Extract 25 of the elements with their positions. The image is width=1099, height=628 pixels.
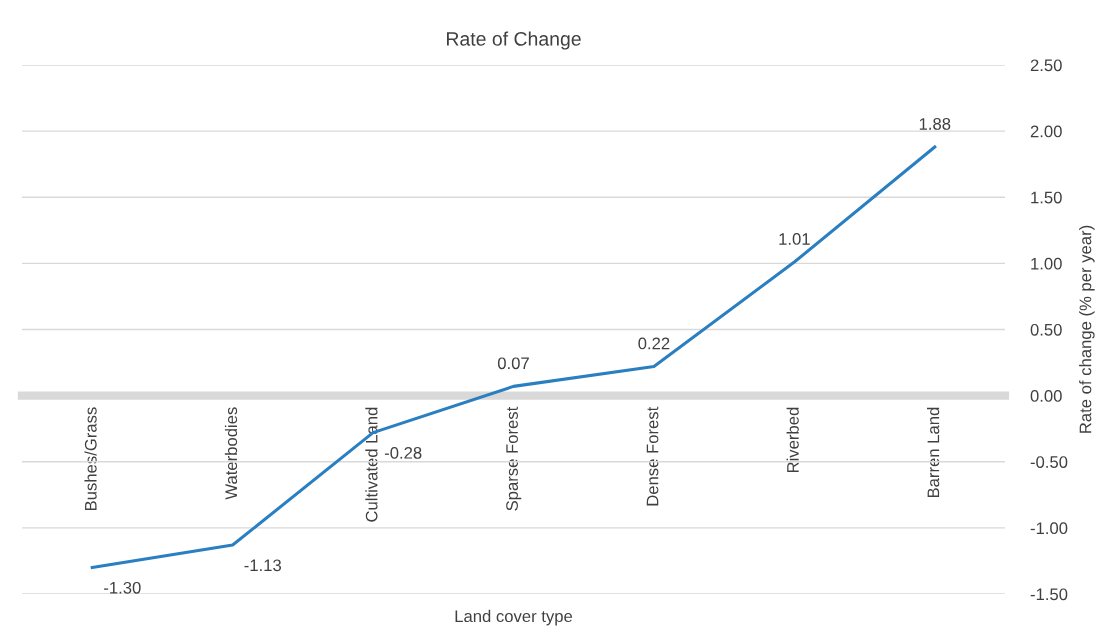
y-tick-label: -1.00: [1030, 522, 1068, 535]
y-tick-label: -0.50: [1030, 456, 1068, 468]
x-tick-label: Dense Forest: [646, 406, 659, 506]
x-axis-title: Land cover type: [455, 609, 573, 626]
text: 0.22: [638, 337, 670, 350]
x-tick-label: Barren Land: [927, 407, 940, 498]
x-tick-label: Waterbodies: [224, 407, 238, 500]
chart-title: Rate of Change: [447, 31, 581, 50]
x-tick-label: Bushes/Grass: [84, 407, 97, 511]
text: 1.01: [779, 233, 810, 245]
y-tick-label: 0.50: [1030, 323, 1062, 336]
text: -1.13: [244, 559, 282, 572]
x-tick-label: Riverbed: [786, 407, 799, 473]
text: 0.07: [497, 357, 529, 370]
x-tick-label: Sparse Forest: [506, 406, 522, 511]
y-tick-label: 2.50: [1030, 59, 1062, 72]
y-tick-label: 2.00: [1030, 125, 1062, 138]
text: 1.88: [919, 118, 951, 130]
y-axis-title: Rate of change (% per year): [1079, 225, 1095, 433]
text: -1.30: [104, 581, 141, 594]
y-tick-label: -1.50: [1030, 588, 1068, 601]
y-tick-label: 1.50: [1031, 191, 1062, 204]
y-tick-label: 1.00: [1031, 257, 1062, 270]
text: -0.28: [384, 446, 422, 459]
y-tick-label: 0.00: [1030, 390, 1062, 402]
